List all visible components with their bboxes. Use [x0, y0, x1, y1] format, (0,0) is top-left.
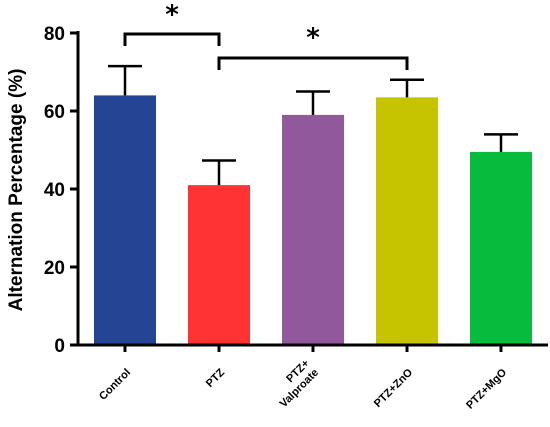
y-tick-label-2: 40 — [44, 180, 65, 201]
y-tick-label-3: 60 — [44, 102, 65, 123]
bar-2 — [282, 114, 344, 346]
y-axis-title: Alternation Percentage (%) — [6, 69, 27, 312]
y-tick-label-1: 20 — [44, 258, 65, 279]
x-tick-label-1: PTZ — [204, 366, 227, 389]
x-tick-label-line: PTZ+ZnO — [372, 366, 416, 410]
x-tick-label-line: Control — [97, 367, 133, 403]
plot-area: ** — [94, 0, 532, 346]
bar-1 — [188, 185, 250, 345]
significance-star-1: * — [306, 23, 320, 53]
bar-3 — [376, 97, 438, 345]
significance-bracket-0 — [123, 32, 221, 46]
bar-4 — [470, 151, 532, 345]
x-tick-label-3: PTZ+ZnO — [372, 366, 416, 410]
x-tick-label-line: PTZ+MgO — [464, 366, 509, 411]
x-tick-label-2: PTZ+Valproate — [278, 357, 322, 410]
significance-star-0: * — [165, 0, 179, 30]
x-tick-label-line: PTZ — [204, 366, 227, 389]
x-tick-label-0: Control — [97, 367, 133, 403]
y-tick-label-0: 0 — [54, 336, 65, 357]
x-tick-label-4: PTZ+MgO — [464, 366, 509, 411]
bar-0 — [94, 95, 156, 346]
significance-bracket-1 — [217, 56, 409, 70]
y-tick-label-4: 80 — [44, 24, 65, 45]
